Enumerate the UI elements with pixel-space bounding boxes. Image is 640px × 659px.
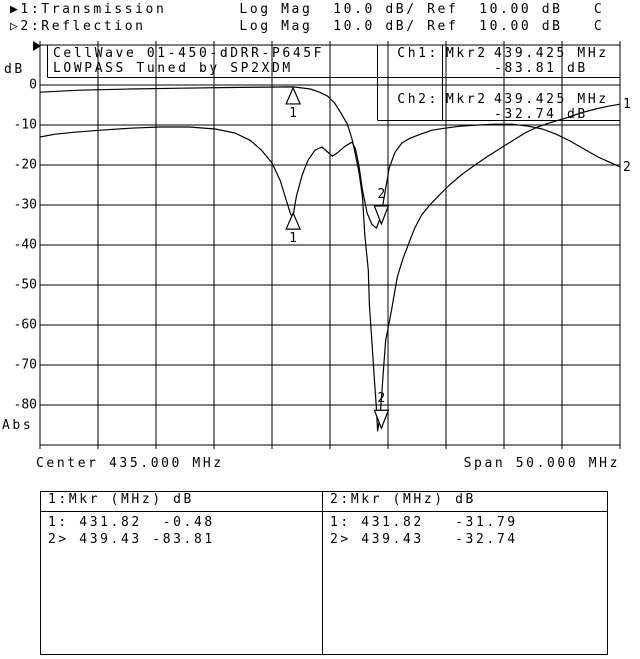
trace-end-number-label: 2: [623, 160, 631, 175]
marker-table-right-header: 2:Mkr (MHz) dB: [330, 492, 476, 507]
marker-table-left-row1: 1: 431.82 -0.48: [48, 515, 215, 530]
y-axis-tick-label: -60: [14, 318, 37, 333]
ch1-readout-value: -83.81 dB: [494, 61, 588, 76]
marker-table-left-row2: 2> 439.43 -83.81: [48, 532, 215, 547]
ch1-readout-marker: Mkr2: [446, 46, 488, 61]
marker-number-label: 2: [377, 391, 385, 406]
marker-1-symbol-icon: [285, 211, 302, 230]
marker-number-label: 2: [377, 187, 385, 202]
marker-2-symbol-icon: [373, 409, 390, 430]
y-axis-tick-label: 0: [29, 78, 37, 93]
y-axis-tick-label: -80: [14, 398, 37, 413]
trace1-status-line: ▶1:Transmission Log Mag 10.0 dB/ Ref 10.…: [10, 2, 605, 17]
marker-table-header-rule: [40, 511, 608, 512]
y-axis-tick-label: -10: [14, 118, 37, 133]
trace-reflection: [39, 123, 621, 229]
ch1-readout-freq: 439.425 MHz: [494, 46, 609, 61]
marker-table-box: [40, 491, 608, 655]
span-frequency-label: Span 50.000 MHz: [463, 456, 620, 471]
ch2-readout-marker: Mkr2: [446, 92, 488, 107]
trace-end-number-label: 1: [623, 97, 631, 112]
marker-table-left-header: 1:Mkr (MHz) dB: [48, 492, 194, 507]
center-frequency-label: Center 435.000 MHz: [36, 456, 224, 471]
device-title-line1: CellWave 01-450-dDRR-P645F: [53, 46, 325, 61]
ch2-readout-channel: Ch2:: [397, 92, 439, 107]
y-axis-abs-label: Abs: [2, 418, 34, 433]
y-axis-unit-label: dB: [4, 62, 25, 77]
ch2-readout-value: -32.74 dB: [494, 107, 588, 122]
graticule-border: [39, 44, 621, 446]
marker-2-symbol-icon: [373, 205, 390, 226]
device-title-line2: LOWPASS Tuned by SP2XDM: [53, 61, 293, 76]
marker-number-label: 1: [289, 106, 297, 121]
y-axis-tick-label: -40: [14, 238, 37, 253]
marker-table-right-row1: 1: 431.82 -31.79: [330, 515, 518, 530]
marker-table-divider: [322, 491, 323, 655]
marker-number-label: 1: [289, 231, 297, 246]
ch1-readout-channel: Ch1:: [397, 46, 439, 61]
marker-1-symbol-icon: [285, 86, 302, 105]
trace-transmission: [39, 86, 621, 432]
trace2-status-line: ▷2:Reflection Log Mag 10.0 dB/ Ref 10.00…: [10, 19, 605, 34]
y-axis-tick-label: -30: [14, 198, 37, 213]
y-axis-tick-label: -70: [14, 358, 37, 373]
ch2-readout-freq: 439.425 MHz: [494, 92, 609, 107]
marker-table-right-row2: 2> 439.43 -32.74: [330, 532, 518, 547]
y-axis-tick-label: -20: [14, 158, 37, 173]
ref-level-indicator-icon: [33, 41, 41, 51]
y-axis-tick-label: -50: [14, 278, 37, 293]
